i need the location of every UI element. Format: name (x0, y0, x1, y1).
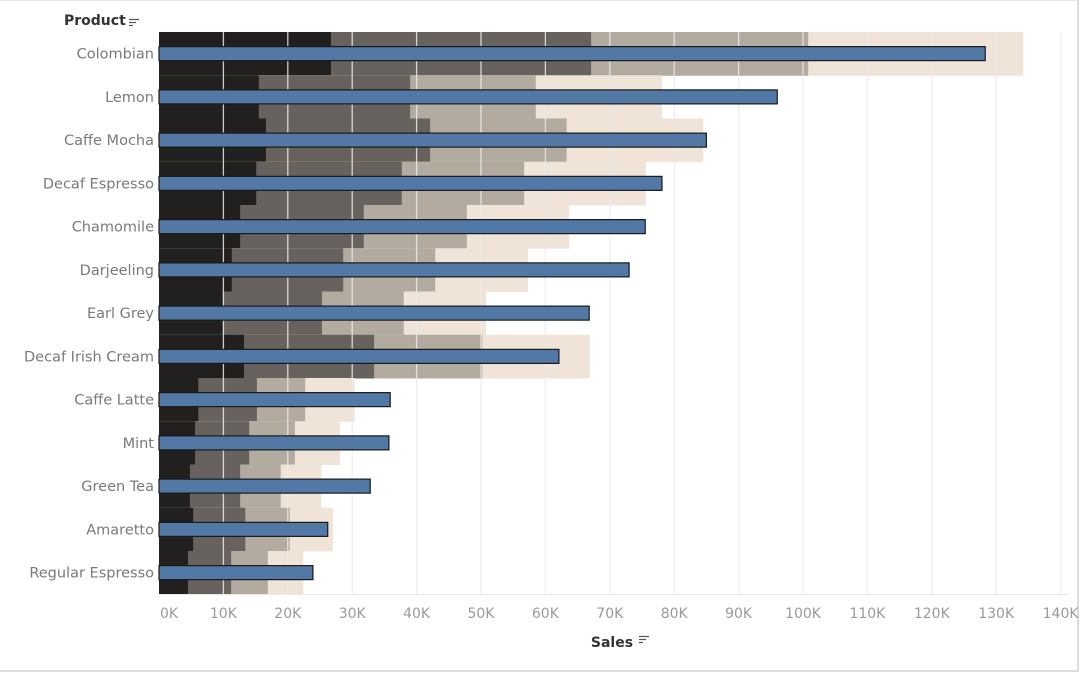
x-tick-label: 100K (785, 606, 822, 622)
x-tick-label: 60K (532, 606, 560, 622)
row-sort-icon[interactable] (129, 18, 139, 27)
x-tick-label: 30K (339, 606, 367, 622)
product-label[interactable]: Mint (123, 436, 155, 452)
product-label[interactable]: Regular Espresso (29, 566, 154, 582)
x-tick-label: 80K (661, 606, 689, 622)
x-axis-title[interactable]: Sales (591, 635, 633, 651)
x-tick-label: 20K (274, 606, 302, 622)
x-tick-label: 110K (849, 606, 886, 622)
product-label[interactable]: Decaf Espresso (43, 176, 154, 192)
sales-bar[interactable] (158, 348, 560, 364)
x-sort-icon[interactable] (639, 635, 649, 644)
sales-bar[interactable] (158, 305, 590, 321)
sales-bar[interactable] (158, 132, 708, 148)
product-label[interactable]: Green Tea (81, 479, 154, 495)
sales-bars (158, 46, 986, 581)
x-tick-label: 130K (978, 606, 1015, 622)
x-tick-label: 10K (210, 606, 238, 622)
product-label[interactable]: Caffe Mocha (64, 133, 154, 149)
x-tick-label: 70K (596, 606, 624, 622)
product-label[interactable]: Caffe Latte (74, 393, 154, 409)
product-label[interactable]: Amaretto (86, 522, 154, 538)
product-label[interactable]: Earl Grey (87, 306, 154, 322)
sales-bar[interactable] (158, 565, 314, 581)
sales-bar[interactable] (158, 262, 630, 278)
product-label[interactable]: Decaf Irish Cream (24, 349, 154, 365)
x-axis-ticks: 0K 10K 20K 30K 40K 50K 60K 70K 80K 90K 100K 110K 120… (160, 606, 1079, 622)
sales-bar[interactable] (158, 175, 663, 191)
sales-bar[interactable] (158, 435, 390, 451)
sales-bar[interactable] (158, 392, 391, 408)
product-label[interactable]: Darjeeling (80, 263, 154, 279)
sales-bar[interactable] (158, 219, 646, 235)
sales-bar[interactable] (158, 89, 778, 105)
sales-bar[interactable] (158, 521, 329, 537)
row-header[interactable]: Product (64, 13, 126, 29)
product-label[interactable]: Chamomile (72, 220, 154, 236)
x-tick-label: 120K (914, 606, 951, 622)
x-tick-label: 50K (468, 606, 496, 622)
product-label[interactable]: Lemon (105, 90, 154, 106)
x-tick-label: 0K (160, 606, 179, 622)
x-tick-label: 90K (725, 606, 753, 622)
product-labels: Colombian Lemon Caffe Mocha Decaf Espresso C… (24, 47, 154, 582)
sales-bar[interactable] (158, 478, 371, 494)
sales-bar[interactable] (158, 46, 986, 62)
product-label[interactable]: Colombian (77, 47, 154, 63)
x-tick-label: 140K (1043, 606, 1080, 622)
x-tick-label: 40K (403, 606, 431, 622)
